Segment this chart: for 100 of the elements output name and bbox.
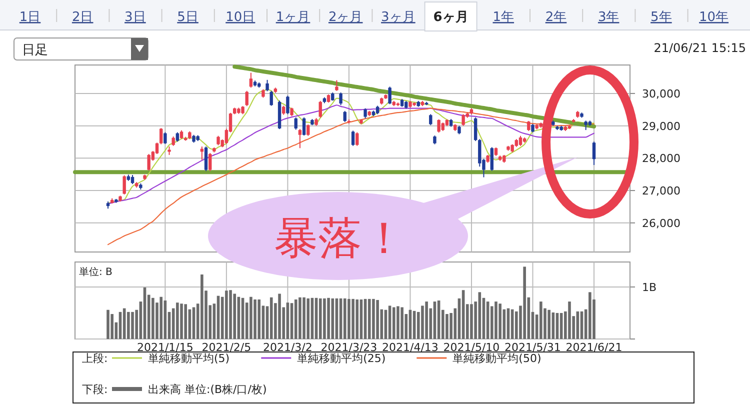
candlestick [343,110,346,122]
bar [470,304,473,339]
candlestick [286,95,290,115]
x-tick-label: 2021/1/15 [136,341,194,354]
text: 21/06/21 15:15 [654,41,746,55]
text: 3年 [598,10,620,25]
text: 5日 [177,10,198,25]
bar [278,294,281,339]
bar [176,302,179,339]
candlestick [266,79,269,92]
text: 6ヶ月 [433,10,468,25]
bar [254,299,256,339]
candlestick [356,132,359,146]
candlestick [270,90,273,106]
x-tick-label: 2021/6/21 [566,341,622,354]
y-tick-label: 29,000 [642,120,680,133]
bar [318,298,322,339]
text: 3日 [124,10,146,25]
bar [588,292,592,339]
bar [392,307,396,339]
text: 1日 [19,10,41,25]
candlestick [351,130,355,146]
y-tick-label: 30,000 [642,87,680,100]
bar [306,298,310,339]
candlestick [527,120,530,132]
candlestick [592,141,596,166]
line-series [232,64,596,128]
candlestick [584,120,588,131]
text: 日足 [22,43,48,58]
bar [478,292,482,339]
bar [152,298,154,339]
candlestick [122,174,126,195]
legend-label: 出来高 単位:(B株/口/枚) [148,383,267,396]
x-tick-label: 2021/4/13 [382,341,438,354]
bar [233,294,236,339]
bar [548,310,550,339]
candlestick [208,152,212,172]
bar [258,299,261,339]
candlestick [294,116,298,130]
x-tick-label: 2021/3/23 [320,341,378,354]
text: 2年 [545,10,567,25]
bar [376,300,379,339]
bar [229,290,232,339]
text: 3ヶ月 [381,10,416,25]
candlestick [130,174,134,185]
bar [302,297,306,339]
text: 10年 [699,10,729,25]
bar [400,307,404,339]
candlestick [339,92,342,106]
candlestick [388,86,392,105]
bar [131,312,134,339]
bar [290,303,294,339]
x-tick-label: 2021/3/2 [262,341,312,354]
bar [225,290,228,339]
bar [396,306,400,339]
y-tick-label: 27,000 [642,184,680,198]
bar [323,298,326,339]
candlestick [518,135,522,146]
candlestick [147,153,150,171]
y-tick-label: 1B [642,280,657,294]
candlestick [490,146,494,172]
bar [327,298,330,339]
bar [421,306,424,339]
candlestick [159,128,163,145]
text: 2日 [72,10,94,25]
bar [368,298,371,339]
candlestick [249,72,253,88]
x-tick-label: 2021/5/10 [443,341,500,354]
bar [270,297,273,339]
bar [568,302,571,339]
candlestick [429,114,432,126]
bar [352,298,354,339]
bar [450,312,452,339]
candlestick [437,118,440,134]
candlestick [474,116,478,142]
text: 1年 [492,10,514,25]
bar [298,297,302,339]
candlestick [302,116,306,136]
x-tick-label: 2021/2/5 [202,341,252,354]
legend-title: 下段: [82,383,108,396]
bar [494,302,498,339]
legend-label: 単純移動平均(5) [148,352,230,365]
candlestick [462,114,465,126]
y-tick-label: 28,000 [642,152,680,166]
candlestick [172,136,175,146]
bar [498,304,502,339]
bar [388,306,392,339]
candlestick [245,90,248,107]
candlestick [216,135,220,146]
y-axis-title: 単位: B [79,266,113,278]
candlestick [318,100,322,118]
candlestick [204,146,208,172]
bar [446,314,448,339]
candlestick [364,108,367,119]
bar [523,266,526,339]
x-tick-label: 2021/5/31 [504,341,561,354]
bar [348,298,350,339]
candlestick [164,132,167,144]
bar [356,299,359,339]
bar [372,298,375,339]
